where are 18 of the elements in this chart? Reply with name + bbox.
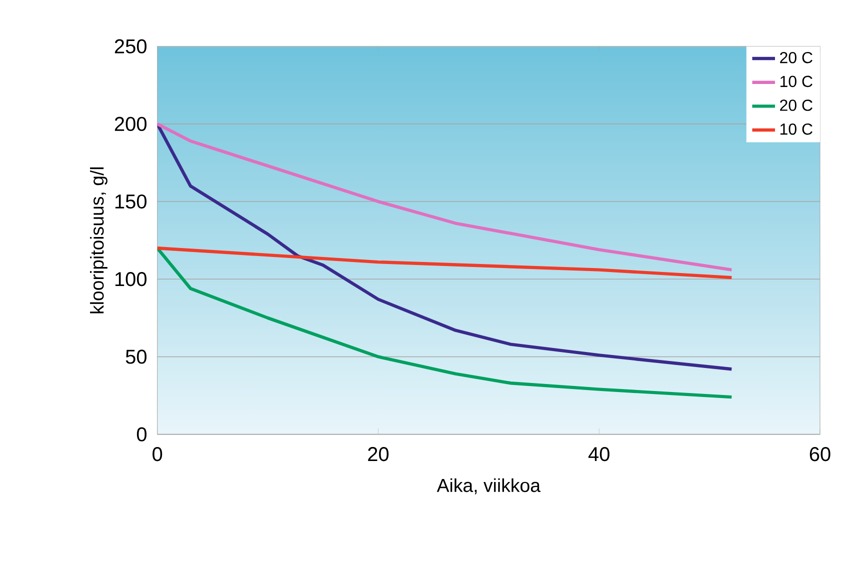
y-tick-label: 200 xyxy=(114,116,146,132)
y-tick-label: 0 xyxy=(136,427,146,442)
x-tick-label: 20 xyxy=(368,447,389,462)
y-tick-label: 150 xyxy=(115,194,146,209)
line-series xyxy=(157,246,734,280)
legend-label: 20 C xyxy=(780,100,812,111)
line-series xyxy=(157,122,734,272)
legend-label: 20 C xyxy=(780,52,812,64)
x-tick-label: 40 xyxy=(588,447,610,462)
y-axis-title: klooripitoisuus, g/l xyxy=(90,167,108,314)
y-tick-label: 50 xyxy=(126,350,146,364)
y-tick-label: 100 xyxy=(115,272,146,286)
legend-label: 10 C xyxy=(780,76,812,88)
x-tick-label: 60 xyxy=(810,447,830,462)
y-tick-label: 250 xyxy=(114,39,146,54)
x-tick-label: 0 xyxy=(152,447,162,462)
legend-label: 10 C xyxy=(780,123,812,135)
x-axis-title: Aika, viikkoa xyxy=(436,478,541,494)
